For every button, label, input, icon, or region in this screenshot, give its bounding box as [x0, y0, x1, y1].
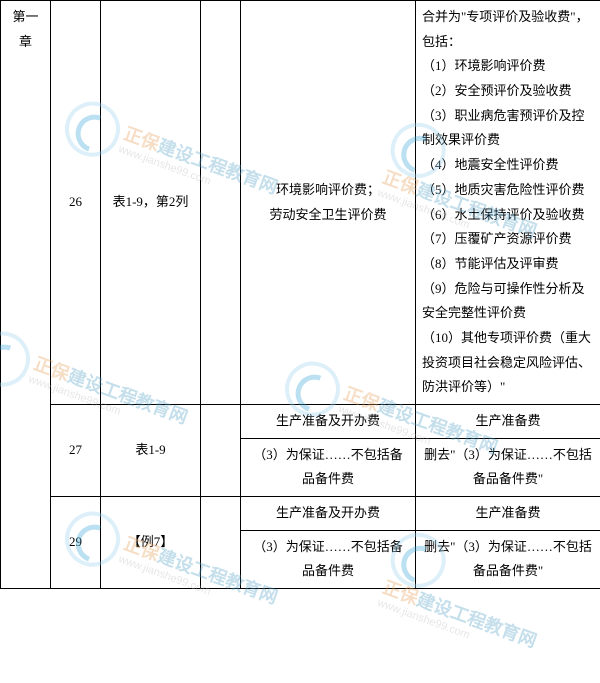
table-row: 27 表1-9 生产准备及开办费 生产准备费 — [1, 405, 600, 439]
left-cell: 环境影响评价费；劳动安全卫生评价费 — [241, 1, 416, 405]
ref-cell: 【例7】 — [101, 497, 201, 589]
table-row: 第一章 26 表1-9，第2列 环境影响评价费；劳动安全卫生评价费 合并为"专项… — [1, 1, 600, 405]
num-cell: 29 — [51, 497, 101, 589]
left-cell: 生产准备及开办费 — [241, 405, 416, 439]
blank-cell — [201, 497, 241, 589]
right-cell: 生产准备费 — [416, 405, 600, 439]
revision-table: 第一章 26 表1-9，第2列 环境影响评价费；劳动安全卫生评价费 合并为"专项… — [0, 0, 600, 589]
num-cell: 26 — [51, 1, 101, 405]
document-container: 第一章 26 表1-9，第2列 环境影响评价费；劳动安全卫生评价费 合并为"专项… — [0, 0, 600, 589]
right-cell: 合并为"专项评价及验收费"，包括：（1）环境影响评价费（2）安全预评价及验收费（… — [416, 1, 600, 405]
blank-cell — [201, 405, 241, 497]
left-cell: （3）为保证……不包括备品备件费 — [241, 438, 416, 496]
chapter-cell: 第一章 — [1, 1, 51, 589]
right-cell: 生产准备费 — [416, 497, 600, 531]
right-cell: 删去"（3）为保证……不包括备品备件费" — [416, 530, 600, 588]
blank-cell — [201, 1, 241, 405]
right-cell: 删去"（3）为保证……不包括备品备件费" — [416, 438, 600, 496]
left-cell: 生产准备及开办费 — [241, 497, 416, 531]
num-cell: 27 — [51, 405, 101, 497]
ref-cell: 表1-9 — [101, 405, 201, 497]
table-row: 29 【例7】 生产准备及开办费 生产准备费 — [1, 497, 600, 531]
left-cell: （3）为保证……不包括备品备件费 — [241, 530, 416, 588]
ref-cell: 表1-9，第2列 — [101, 1, 201, 405]
watermark-text: 正保建设工程教育网www.jianshe99.com — [375, 578, 539, 665]
